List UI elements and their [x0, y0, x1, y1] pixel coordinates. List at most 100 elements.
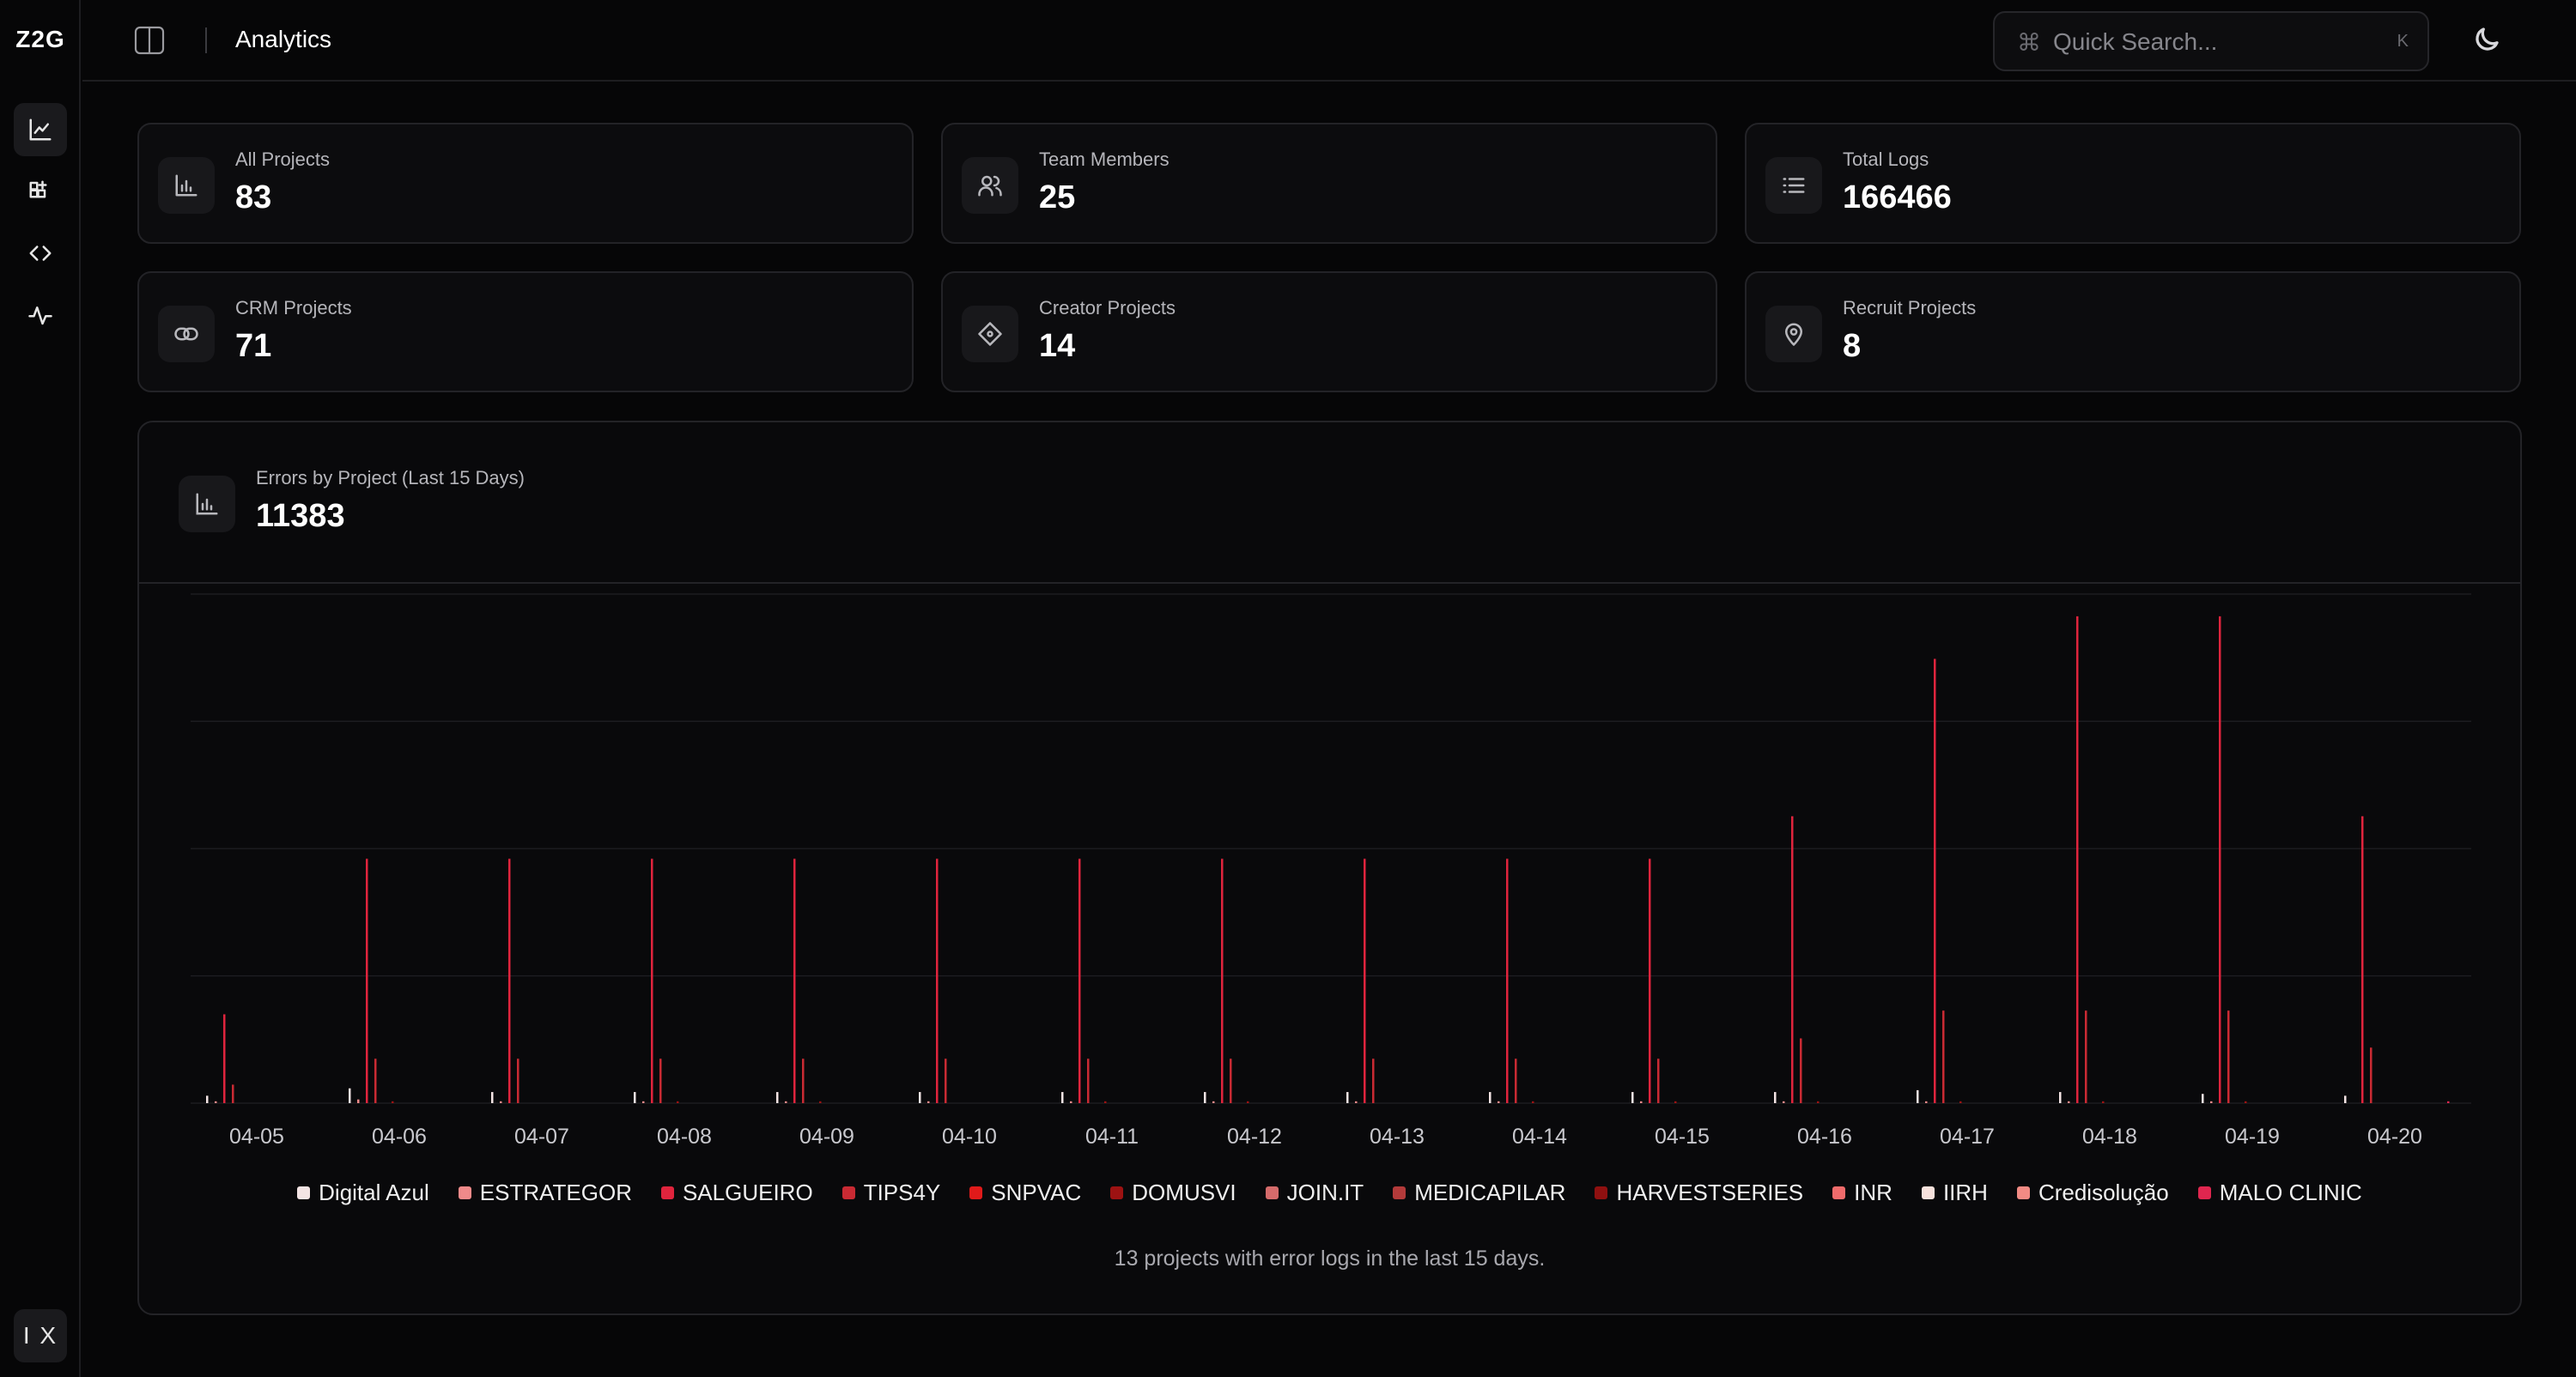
legend-item[interactable]: SALGUEIRO — [660, 1180, 813, 1206]
bar-tips4y-04-11[interactable] — [1087, 1059, 1090, 1103]
legend-label: MALO CLINIC — [2219, 1180, 2362, 1205]
bar-salgueiro-04-13[interactable] — [1364, 858, 1366, 1103]
bar-salgueiro-04-20[interactable] — [2361, 816, 2364, 1103]
bar-tips4y-04-09[interactable] — [802, 1059, 805, 1103]
bar-digital-azul-04-19[interactable] — [2202, 1094, 2204, 1103]
bar-salgueiro-04-05[interactable] — [223, 1014, 226, 1103]
bar-digital-azul-04-10[interactable] — [919, 1092, 921, 1103]
bar-domusvi-04-17[interactable] — [1959, 1101, 1962, 1103]
bar-domusvi-04-14[interactable] — [1532, 1101, 1534, 1103]
bar-digital-azul-04-07[interactable] — [491, 1092, 494, 1103]
bar-digital-azul-04-14[interactable] — [1489, 1092, 1492, 1103]
bar-estrategor-04-07[interactable] — [500, 1101, 502, 1103]
bar-estrategor-04-19[interactable] — [2210, 1101, 2213, 1103]
legend-item[interactable]: TIPS4Y — [841, 1180, 940, 1206]
bar-estrategor-04-10[interactable] — [927, 1101, 930, 1103]
bar-domusvi-04-11[interactable] — [1104, 1101, 1107, 1103]
bar-salgueiro-04-19[interactable] — [2219, 616, 2221, 1103]
bar-digital-azul-04-12[interactable] — [1204, 1092, 1206, 1103]
bar-salgueiro-04-06[interactable] — [366, 858, 368, 1103]
bar-tips4y-04-07[interactable] — [517, 1059, 519, 1103]
bar-tips4y-04-05[interactable] — [232, 1084, 234, 1103]
bar-tips4y-04-19[interactable] — [2227, 1010, 2230, 1103]
bar-salgueiro-04-18[interactable] — [2076, 616, 2079, 1103]
bar-tips4y-04-08[interactable] — [659, 1059, 662, 1103]
bar-estrategor-04-15[interactable] — [1640, 1101, 1643, 1103]
bar-digital-azul-04-15[interactable] — [1631, 1092, 1634, 1103]
bar-digital-azul-04-18[interactable] — [2059, 1092, 2062, 1103]
bar-estrategor-04-17[interactable] — [1925, 1101, 1928, 1103]
bar-tips4y-04-17[interactable] — [1942, 1010, 1945, 1103]
grid-plus-icon — [29, 180, 47, 198]
sidebar-toggle-button[interactable] — [134, 26, 165, 55]
sidebar-item-analytics[interactable] — [14, 103, 67, 156]
bar-estrategor-04-16[interactable] — [1783, 1101, 1785, 1103]
quick-search[interactable]: ⌘ K — [1993, 11, 2429, 71]
bar-estrategor-04-11[interactable] — [1070, 1101, 1072, 1103]
bar-estrategor-04-06[interactable] — [357, 1099, 360, 1103]
bar-salgueiro-04-15[interactable] — [1649, 858, 1651, 1103]
bar-tips4y-04-15[interactable] — [1657, 1059, 1660, 1103]
legend-item[interactable]: INR — [1832, 1180, 1893, 1206]
search-input[interactable] — [2053, 25, 2379, 59]
bar-domusvi-04-06[interactable] — [392, 1101, 394, 1103]
bar-domusvi-04-19[interactable] — [2245, 1101, 2247, 1103]
bar-estrategor-04-09[interactable] — [785, 1101, 787, 1103]
bar-domusvi-04-12[interactable] — [1247, 1101, 1249, 1103]
bar-digital-azul-04-17[interactable] — [1917, 1089, 1919, 1103]
legend-item[interactable]: ESTRATEGOR — [458, 1180, 632, 1206]
bar-estrategor-04-08[interactable] — [642, 1101, 645, 1103]
bar-salgueiro-04-09[interactable] — [793, 858, 796, 1103]
bar-estrategor-04-14[interactable] — [1498, 1101, 1500, 1103]
bar-digital-azul-04-05[interactable] — [206, 1095, 209, 1103]
bar-tips4y-04-06[interactable] — [374, 1059, 377, 1103]
legend-item[interactable]: Digital Azul — [297, 1180, 429, 1206]
bar-tips4y-04-14[interactable] — [1515, 1059, 1517, 1103]
page-title: Analytics — [235, 26, 332, 52]
sidebar-item-apps[interactable] — [14, 165, 67, 218]
bar-tips4y-04-10[interactable] — [945, 1059, 947, 1103]
legend-item[interactable]: MALO CLINIC — [2197, 1180, 2362, 1206]
bar-domusvi-04-09[interactable] — [819, 1101, 822, 1103]
bar-tips4y-04-20[interactable] — [2370, 1047, 2372, 1103]
bar-estrategor-04-12[interactable] — [1212, 1101, 1215, 1103]
bar-estrategor-04-18[interactable] — [2068, 1101, 2070, 1103]
bar-tips4y-04-18[interactable] — [2085, 1010, 2087, 1103]
bar-digital-azul-04-16[interactable] — [1774, 1092, 1777, 1103]
bar-salgueiro-04-16[interactable] — [1791, 816, 1794, 1103]
bar-salgueiro-04-07[interactable] — [508, 858, 511, 1103]
legend-item[interactable]: Credisolução — [2016, 1180, 2169, 1206]
bar-digital-azul-04-13[interactable] — [1346, 1092, 1349, 1103]
bar-digital-azul-04-08[interactable] — [634, 1092, 636, 1103]
bar-salgueiro-04-08[interactable] — [651, 858, 653, 1103]
sidebar-item-activity[interactable] — [14, 288, 67, 342]
theme-toggle-button[interactable] — [2471, 24, 2504, 57]
bar-digital-azul-04-11[interactable] — [1061, 1092, 1064, 1103]
bar-salgueiro-04-17[interactable] — [1934, 658, 1936, 1103]
bar-domusvi-04-16[interactable] — [1817, 1101, 1820, 1103]
bar-digital-azul-04-20[interactable] — [2344, 1095, 2347, 1103]
bar-digital-azul-04-09[interactable] — [776, 1092, 779, 1103]
legend-item[interactable]: IIRH — [1921, 1180, 1988, 1206]
legend-item[interactable]: HARVESTSERIES — [1595, 1180, 1803, 1206]
bar-domusvi-04-18[interactable] — [2102, 1101, 2105, 1103]
bar-digital-azul-04-06[interactable] — [349, 1088, 351, 1103]
legend-item[interactable]: SNPVAC — [969, 1180, 1081, 1206]
workspace-switcher-button[interactable]: I X — [14, 1309, 67, 1362]
sidebar-item-code[interactable] — [14, 227, 67, 280]
bar-tips4y-04-16[interactable] — [1800, 1038, 1802, 1103]
bar-tips4y-04-12[interactable] — [1230, 1059, 1232, 1103]
bar-salgueiro-04-10[interactable] — [936, 858, 939, 1103]
bar-domusvi-04-15[interactable] — [1674, 1101, 1677, 1103]
bar-estrategor-04-05[interactable] — [215, 1101, 217, 1103]
bar-estrategor-04-13[interactable] — [1355, 1101, 1358, 1103]
legend-item[interactable]: JOIN.IT — [1265, 1180, 1364, 1206]
legend-item[interactable]: MEDICAPILAR — [1393, 1180, 1565, 1206]
bar-malo-clinic-04-20[interactable] — [2447, 1101, 2450, 1103]
legend-item[interactable]: DOMUSVI — [1110, 1180, 1236, 1206]
bar-salgueiro-04-14[interactable] — [1506, 858, 1509, 1103]
bar-salgueiro-04-11[interactable] — [1078, 858, 1081, 1103]
bar-domusvi-04-08[interactable] — [677, 1101, 679, 1103]
bar-tips4y-04-13[interactable] — [1372, 1059, 1375, 1103]
bar-salgueiro-04-12[interactable] — [1221, 858, 1224, 1103]
